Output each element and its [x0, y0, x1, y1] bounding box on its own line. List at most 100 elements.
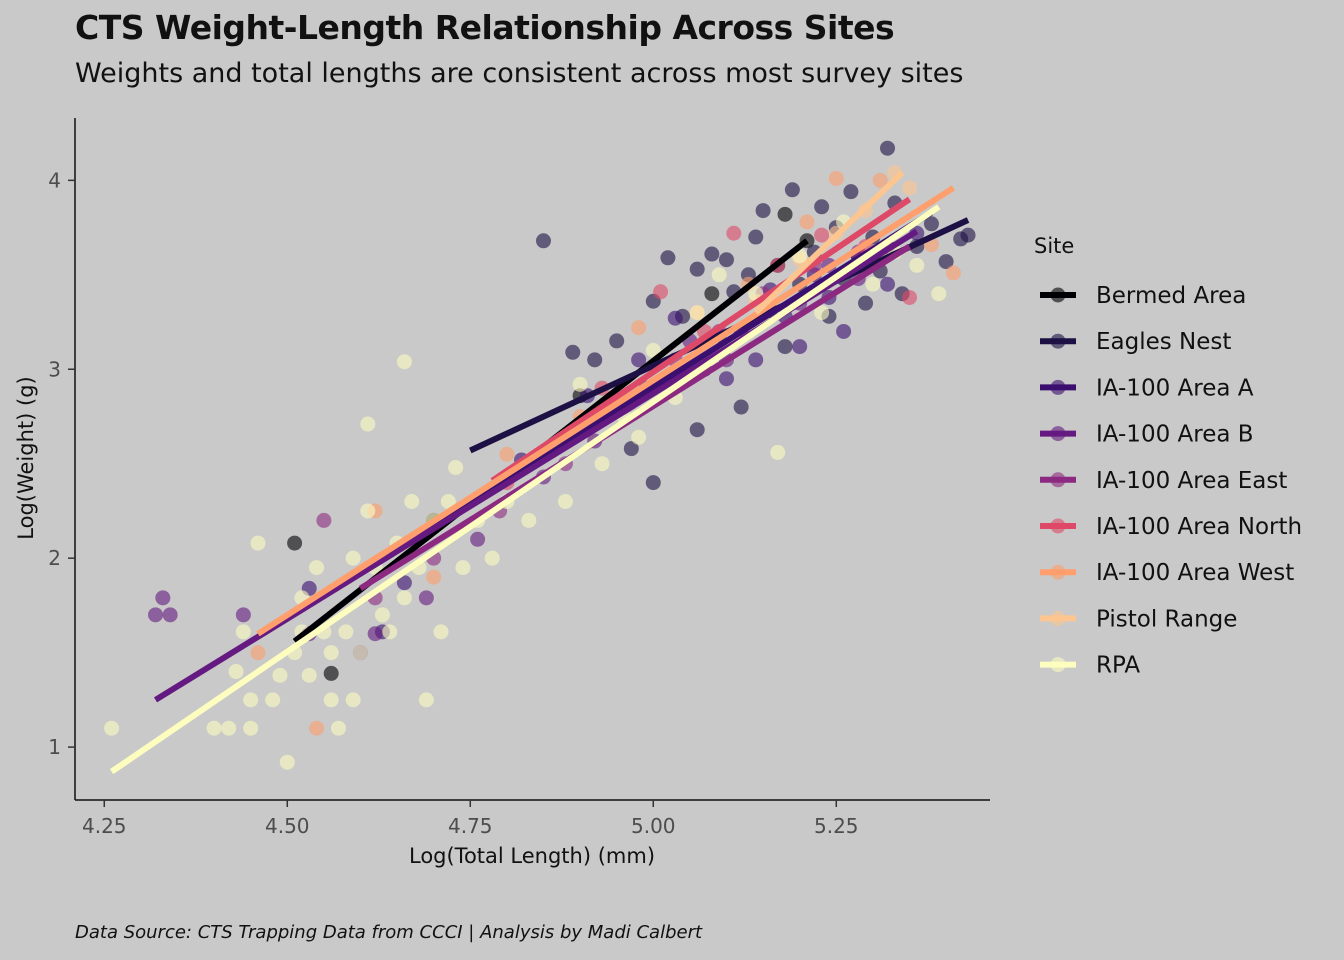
point-eagles-nest-4: [623, 441, 639, 457]
legend-label-rpa: RPA: [1096, 653, 1140, 679]
point-bermed-area-1: [323, 665, 339, 681]
fit-line-ia-100-area-west: [256, 185, 956, 637]
point-ia-100-area-west-3: [426, 569, 442, 585]
point-rpa-21: [345, 550, 361, 566]
legend-item-ia-100-area-west: IA-100 Area West: [1040, 560, 1294, 586]
fit-line-ia-100-area-a: [388, 209, 934, 556]
point-rpa-5: [243, 692, 259, 708]
point-eagles-nest-1: [565, 344, 581, 360]
point-ia-100-area-north-5: [726, 225, 742, 241]
legend-label-pistol-range: Pistol Range: [1096, 606, 1237, 632]
point-rpa-15: [309, 560, 325, 576]
point-ia-100-area-west-6: [631, 320, 647, 336]
x-axis-ticks: 4.25 4.50 4.75 5.00 5.25: [82, 800, 859, 838]
point-eagles-nest-41: [960, 227, 976, 243]
y-axis-title: Log(Weight) (g): [14, 376, 38, 539]
point-rpa-7: [250, 535, 266, 551]
point-eagles-nest-7: [660, 250, 676, 266]
point-rpa-9: [272, 667, 288, 683]
point-rpa-31: [396, 590, 412, 606]
point-rpa-25: [360, 416, 376, 432]
legend-item-ia-100-area-north: IA-100 Area North: [1040, 514, 1302, 540]
point-ia-100-area-west-1: [309, 720, 325, 736]
legend-label-bermed-area: Bermed Area: [1096, 283, 1246, 309]
legend-point-eagles-nest: [1050, 333, 1066, 349]
point-ia-100-area-west-0: [250, 645, 266, 661]
chart-subtitle: Weights and total lengths are consistent…: [75, 58, 964, 89]
point-rpa-45: [557, 494, 573, 510]
point-ia-100-area-b-3: [235, 607, 251, 623]
legend-point-ia-100-area-east: [1050, 472, 1066, 488]
point-ia-100-area-a-9: [718, 371, 734, 387]
fit-lines-layer: [109, 170, 970, 775]
point-eagles-nest-25: [814, 199, 830, 215]
point-rpa-38: [448, 460, 464, 476]
y-tick-label-0: 1: [48, 735, 61, 759]
point-ia-100-area-north-3: [653, 284, 669, 300]
point-rpa-41: [484, 550, 500, 566]
point-bermed-area-5: [777, 206, 793, 222]
point-ia-100-area-b-2: [162, 607, 178, 623]
point-rpa-14: [301, 667, 317, 683]
chart-title: CTS Weight-Length Relationship Across Si…: [75, 8, 895, 47]
point-ia-100-area-a-19: [880, 276, 896, 292]
point-eagles-nest-9: [689, 261, 705, 277]
point-eagles-nest-3: [609, 333, 625, 349]
point-rpa-34: [418, 692, 434, 708]
legend-point-rpa: [1050, 657, 1066, 673]
legend-label-ia-100-area-a: IA-100 Area A: [1096, 375, 1254, 401]
point-rpa-53: [711, 267, 727, 283]
point-rpa-27: [374, 607, 390, 623]
point-ia-100-area-west-9: [799, 214, 815, 230]
point-rpa-50: [645, 342, 661, 358]
point-rpa-20: [338, 624, 354, 640]
fit-line-pistol-range: [753, 170, 905, 315]
point-ia-100-area-b-6: [418, 590, 434, 606]
point-eagles-nest-21: [777, 339, 793, 355]
point-rpa-24: [360, 503, 376, 519]
legend-item-pistol-range: Pistol Range: [1040, 606, 1237, 632]
legend-item-eagles-nest: Eagles Nest: [1040, 329, 1231, 355]
point-rpa-4: [235, 624, 251, 640]
point-ia-100-area-west-10: [828, 170, 844, 186]
point-rpa-46: [572, 376, 588, 392]
point-rpa-17: [323, 692, 339, 708]
legend-label-ia-100-area-b: IA-100 Area B: [1096, 422, 1254, 448]
point-rpa-2: [221, 720, 237, 736]
legend-label-eagles-nest: Eagles Nest: [1096, 329, 1231, 355]
point-ia-100-area-west-4: [499, 446, 515, 462]
legend-point-ia-100-area-north: [1050, 518, 1066, 534]
legend: Bermed Area Eagles Nest IA-100 Area A IA-10…: [1040, 283, 1302, 679]
point-rpa-32: [404, 494, 420, 510]
point-ia-100-area-north-9: [901, 289, 917, 305]
point-ia-100-area-b-5: [367, 626, 383, 642]
point-ia-100-area-a-6: [631, 352, 647, 368]
legend-title: Site: [1034, 234, 1074, 258]
x-tick-label-3: 5.00: [631, 814, 676, 838]
point-ia-100-area-north-7: [814, 227, 830, 243]
x-axis-title: Log(Total Length) (mm): [409, 844, 655, 868]
point-ia-100-area-a-17: [836, 323, 852, 339]
y-tick-label-2: 3: [48, 357, 61, 381]
point-rpa-63: [931, 286, 947, 302]
point-rpa-6: [243, 720, 259, 736]
point-eagles-nest-6: [645, 475, 661, 491]
point-rpa-0: [104, 720, 120, 736]
legend-item-ia-100-area-east: IA-100 Area East: [1040, 468, 1287, 494]
y-tick-label-1: 2: [48, 546, 61, 570]
point-rpa-18: [323, 645, 339, 661]
legend-item-ia-100-area-b: IA-100 Area B: [1040, 422, 1254, 448]
point-rpa-28: [382, 624, 398, 640]
point-rpa-36: [433, 624, 449, 640]
point-rpa-19: [331, 720, 347, 736]
point-ia-100-area-west-13: [945, 265, 961, 281]
point-rpa-10: [279, 754, 295, 770]
point-eagles-nest-34: [880, 140, 896, 156]
point-rpa-47: [594, 456, 610, 472]
legend-item-rpa: RPA: [1040, 653, 1140, 679]
point-eagles-nest-13: [718, 252, 734, 268]
point-rpa-56: [770, 444, 786, 460]
legend-label-ia-100-area-east: IA-100 Area East: [1096, 468, 1287, 494]
point-rpa-22: [345, 692, 361, 708]
